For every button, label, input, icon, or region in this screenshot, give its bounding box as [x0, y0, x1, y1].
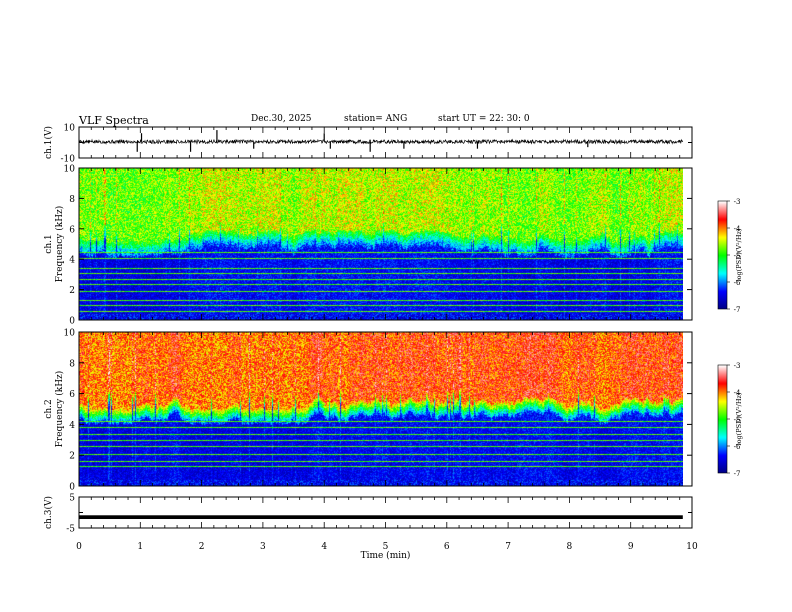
waveform-trace	[79, 515, 683, 520]
y-tick-label: 8	[69, 195, 75, 205]
x-tick-label: 0	[76, 542, 82, 552]
colorbar-label: log(PSD)(V²/Hz)	[735, 228, 743, 281]
colorbar-tick-label: -4	[734, 225, 741, 233]
y-tick-label: 8	[69, 359, 75, 369]
spectrogram-image-1	[79, 168, 683, 320]
y-tick-label: 0	[69, 317, 75, 327]
y-tick-label: 6	[69, 225, 75, 235]
header-start-time: start UT = 22: 30: 0	[438, 114, 530, 124]
colorbar-tick-label: -6	[734, 279, 741, 287]
colorbar	[718, 201, 727, 309]
colorbar-tick-label: -3	[734, 198, 741, 206]
x-tick-label: 9	[628, 542, 634, 552]
spectrogram-image-2	[79, 332, 683, 486]
y-tick-label: 4	[69, 421, 75, 431]
y-tick-label: 4	[69, 256, 75, 266]
y-axis-label: Frequency (kHz)	[54, 371, 65, 448]
x-tick-label: 8	[567, 542, 573, 552]
x-tick-label: 3	[260, 542, 266, 552]
x-tick-label: 10	[686, 542, 698, 552]
y-tick-label: 6	[69, 390, 75, 400]
x-tick-label: 7	[505, 542, 511, 552]
x-tick-label: 5	[383, 542, 389, 552]
colorbar-tick-label: -4	[734, 389, 741, 397]
waveform-trace	[78, 138, 684, 145]
y-tick-label: 5	[69, 494, 75, 504]
colorbar-tick-label: -5	[734, 416, 741, 424]
y-tick-label: 0	[69, 483, 75, 493]
y-tick-label: 2	[69, 286, 75, 296]
colorbar-tick-label: -6	[734, 443, 741, 451]
x-tick-label: 2	[199, 542, 205, 552]
colorbar-tick-label: -3	[734, 362, 741, 370]
y-tick-label: 10	[64, 124, 76, 134]
x-tick-label: 1	[137, 542, 143, 552]
y-tick-label: 10	[64, 329, 76, 339]
y-axis-label: ch.1	[44, 234, 54, 253]
y-axis-label: ch.1(V)	[43, 126, 54, 159]
header-date: Dec.30, 2025	[251, 114, 312, 124]
header-station: station= ANG	[344, 114, 408, 124]
y-axis-label: ch.3(V)	[43, 496, 54, 529]
x-axis-label: Time (min)	[361, 550, 411, 561]
y-axis-label: Frequency (kHz)	[54, 206, 65, 283]
colorbar	[718, 365, 727, 473]
y-tick-label: -10	[61, 155, 76, 165]
colorbar-tick-label: -5	[734, 252, 741, 260]
colorbar-label: log(PSD)(V²/Hz)	[735, 392, 743, 445]
colorbar-tick-label: -7	[734, 470, 741, 478]
y-axis-label: ch.2	[44, 399, 54, 418]
y-tick-label: -5	[66, 525, 75, 535]
y-tick-label: 10	[64, 165, 76, 175]
chart-title: VLF Spectra	[79, 114, 149, 127]
x-tick-label: 4	[321, 542, 327, 552]
colorbar-tick-label: -7	[734, 306, 741, 314]
x-tick-label: 6	[444, 542, 450, 552]
y-tick-label: 2	[69, 452, 75, 462]
